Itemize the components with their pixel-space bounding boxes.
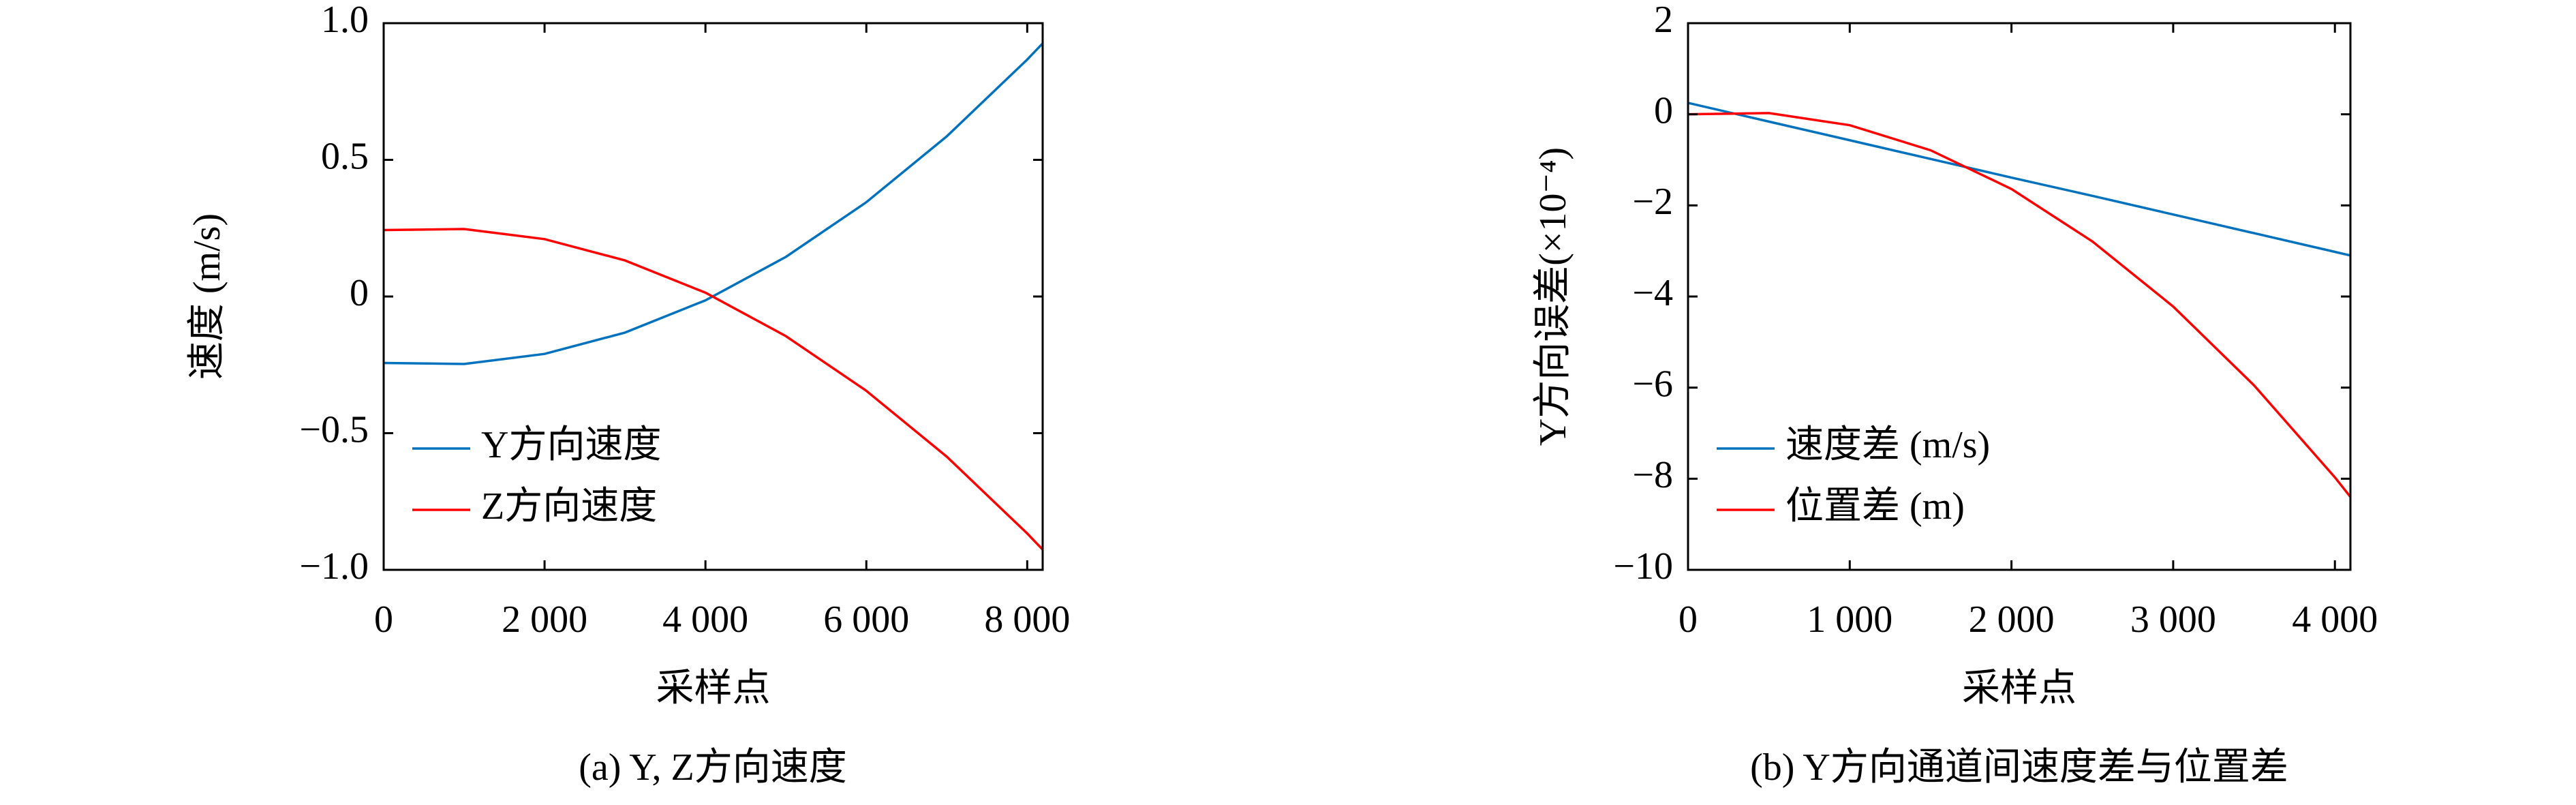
y-tick-label: 0.5 xyxy=(321,135,369,177)
data-line xyxy=(1687,112,2352,498)
x-tick-label: 8 000 xyxy=(984,598,1070,641)
x-tick-label: 2 000 xyxy=(1969,598,2055,641)
y-tick-label: −10 xyxy=(1613,545,1673,588)
legend-label: 位置差 (m) xyxy=(1785,485,1965,528)
x-tick-label: 4 000 xyxy=(2292,598,2378,641)
x-tick-label: 2 000 xyxy=(502,598,587,641)
x-tick-label: 6 000 xyxy=(823,598,909,641)
legend-label: 速度差 (m/s) xyxy=(1785,424,1990,466)
x-tick-label: 0 xyxy=(1678,598,1698,641)
y-tick-label: −0.5 xyxy=(299,408,369,451)
x-tick-label: 3 000 xyxy=(2130,598,2216,641)
y-tick-label: 2 xyxy=(1654,0,1673,41)
x-tick-label: 0 xyxy=(374,598,393,641)
x-tick-label: 1 000 xyxy=(1807,598,1892,641)
x-axis-label: 采样点 xyxy=(1962,667,2076,710)
legend-label: Z方向速度 xyxy=(481,485,657,528)
data-line xyxy=(1687,102,2351,257)
caption: (a) Y, Z方向速度 xyxy=(579,746,847,789)
y-tick-label: 0 xyxy=(350,272,369,314)
y-tick-label: −1.0 xyxy=(299,545,369,588)
caption: (b) Y方向通道间速度差与位置差 xyxy=(1750,746,2288,789)
x-axis-label: 采样点 xyxy=(656,667,771,710)
y-tick-label: −6 xyxy=(1632,363,1673,406)
y-tick-label: −2 xyxy=(1632,181,1673,223)
x-tick-label: 4 000 xyxy=(662,598,748,641)
y-tick-label: 1.0 xyxy=(321,0,369,41)
y-tick-label: −8 xyxy=(1632,454,1673,496)
legend-label: Y方向速度 xyxy=(481,424,661,466)
y-tick-label: −4 xyxy=(1632,272,1673,314)
data-line xyxy=(383,42,1044,365)
y-tick-label: 0 xyxy=(1654,90,1673,132)
y-axis-label: Y方向误差(×10⁻⁴) xyxy=(1532,147,1574,446)
y-axis-label: 速度 (m/s) xyxy=(186,213,228,380)
data-line xyxy=(383,228,1044,551)
